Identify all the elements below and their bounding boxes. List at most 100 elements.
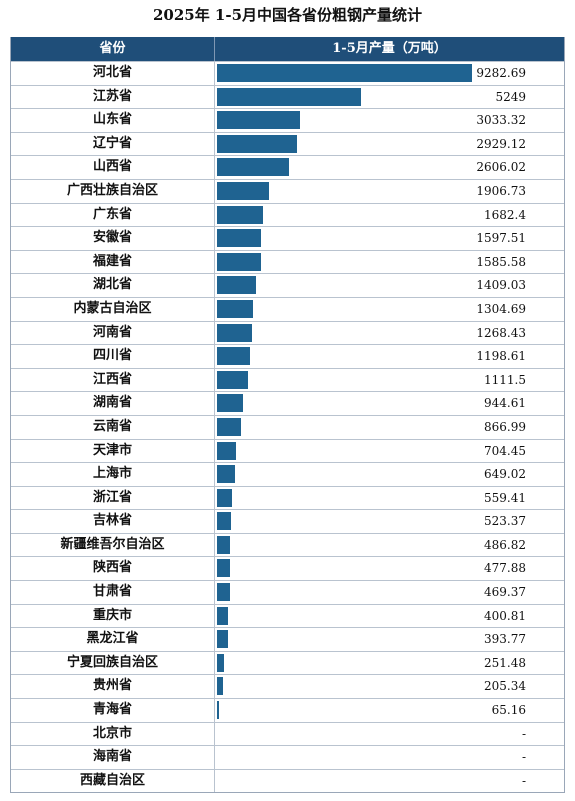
- data-label: 251.48: [484, 655, 526, 670]
- province-name: 陕西省: [11, 557, 215, 581]
- header-value: 1-5月产量（万吨）: [332, 41, 447, 56]
- province-name: 福建省: [11, 250, 215, 274]
- header-province: 省份: [11, 37, 215, 61]
- province-name: 天津市: [11, 439, 215, 463]
- value-cell: 1304.69: [215, 298, 564, 321]
- data-label: 2929.12: [476, 136, 526, 151]
- bar: [217, 323, 252, 342]
- table-row: 新疆维吾尔自治区 486.82: [11, 532, 564, 557]
- province-name: 青海省: [11, 699, 215, 722]
- bar: [217, 158, 289, 177]
- province-name: 山东省: [11, 109, 215, 132]
- province-name: 内蒙古自治区: [11, 297, 215, 321]
- province-name: 安徽省: [11, 227, 215, 250]
- bar: [217, 252, 261, 271]
- bar: [217, 299, 253, 318]
- bar: [217, 181, 270, 200]
- table-row: 广东省 1682.4: [11, 202, 564, 227]
- table-row: 湖南省 944.61: [11, 391, 564, 415]
- table-row: 吉林省 523.37: [11, 509, 564, 533]
- value-cell: 1198.61: [215, 345, 564, 368]
- table-row: 江西省 1111.5: [11, 367, 564, 392]
- table-row: 福建省 1585.58: [11, 249, 564, 274]
- province-name: 浙江省: [11, 486, 215, 510]
- value-cell: 3033.32: [215, 109, 564, 132]
- data-label: 2606.02: [476, 160, 526, 175]
- province-name: 江苏省: [11, 85, 215, 109]
- data-label: 704.45: [484, 443, 526, 458]
- value-cell: 486.82: [215, 534, 564, 557]
- value-cell: 205.34: [215, 675, 564, 698]
- table-row: 宁夏回族自治区 251.48: [11, 650, 564, 675]
- bar: [217, 677, 223, 696]
- data-label: 1409.03: [476, 278, 526, 293]
- bar: [217, 535, 231, 554]
- bar: [217, 205, 264, 224]
- province-name: 云南省: [11, 415, 215, 439]
- value-cell: -: [215, 746, 564, 769]
- value-cell: 866.99: [215, 416, 564, 439]
- data-label: 649.02: [484, 467, 526, 482]
- data-label: 1111.5: [484, 372, 526, 387]
- value-cell: 1682.4: [215, 204, 564, 227]
- data-label: 469.37: [484, 585, 526, 600]
- province-name: 新疆维吾尔自治区: [11, 533, 215, 557]
- province-name: 上海市: [11, 463, 215, 486]
- bar: [217, 134, 298, 153]
- table-row: 云南省 866.99: [11, 414, 564, 439]
- data-label: 866.99: [484, 419, 526, 434]
- table-row: 北京市 -: [11, 721, 564, 746]
- data-label: -: [521, 750, 526, 765]
- value-cell: 2929.12: [215, 133, 564, 156]
- province-name: 重庆市: [11, 604, 215, 628]
- value-cell: 559.41: [215, 487, 564, 510]
- bar: [217, 630, 228, 649]
- table-row: 青海省 65.16: [11, 698, 564, 722]
- data-label: -: [521, 773, 526, 788]
- table-row: 海南省 -: [11, 745, 564, 769]
- data-label: 486.82: [484, 537, 526, 552]
- bar: [217, 701, 219, 720]
- bar: [217, 488, 233, 507]
- data-label: 1906.73: [476, 183, 526, 198]
- province-name: 湖南省: [11, 392, 215, 415]
- table-row: 河南省 1268.43: [11, 320, 564, 345]
- province-name: 江西省: [11, 368, 215, 392]
- bar: [217, 229, 261, 248]
- bar: [217, 583, 230, 602]
- bar: [217, 276, 256, 295]
- value-cell: 1906.73: [215, 180, 564, 203]
- table-row: 天津市 704.45: [11, 438, 564, 463]
- table-header: 省份 1-5月产量（万吨）: [11, 37, 564, 61]
- bar: [217, 465, 235, 484]
- table-row: 广西壮族自治区 1906.73: [11, 178, 564, 203]
- value-cell: -: [215, 723, 564, 746]
- table-row: 浙江省 559.41: [11, 485, 564, 510]
- data-label: 393.77: [484, 632, 526, 647]
- value-cell: 523.37: [215, 510, 564, 533]
- province-name: 河南省: [11, 321, 215, 345]
- data-label: 1304.69: [476, 301, 526, 316]
- bar: [217, 417, 241, 436]
- table-row: 重庆市 400.81: [11, 603, 564, 628]
- table-row: 安徽省 1597.51: [11, 226, 564, 250]
- table-row: 甘肃省 469.37: [11, 580, 564, 604]
- data-label: 1268.43: [476, 325, 526, 340]
- table-row: 上海市 649.02: [11, 462, 564, 486]
- province-name: 河北省: [11, 62, 215, 85]
- bar: [217, 512, 232, 531]
- bar: [217, 111, 301, 130]
- table-row: 陕西省 477.88: [11, 556, 564, 581]
- data-label: 65.16: [491, 703, 526, 718]
- table-row: 四川省 1198.61: [11, 344, 564, 368]
- page-title: 2025年 1-5月中国各省份粗钢产量统计: [152, 6, 423, 24]
- province-name: 甘肃省: [11, 581, 215, 604]
- province-name: 宁夏回族自治区: [11, 651, 215, 675]
- bar: [217, 441, 237, 460]
- value-cell: 1111.5: [215, 369, 564, 392]
- value-cell: 65.16: [215, 699, 564, 722]
- data-label: 5249: [495, 89, 526, 104]
- data-label: 205.34: [484, 679, 526, 694]
- value-cell: 400.81: [215, 605, 564, 628]
- province-name: 北京市: [11, 722, 215, 746]
